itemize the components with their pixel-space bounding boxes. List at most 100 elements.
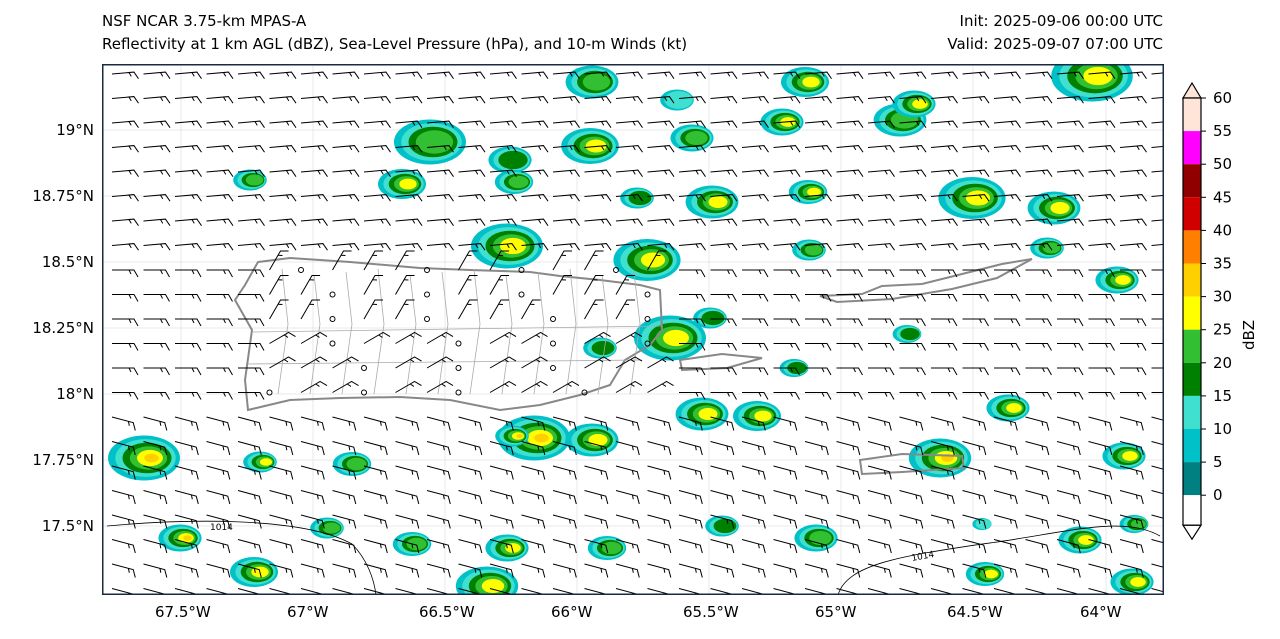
wind-barb: [1120, 367, 1147, 376]
wind-barb: [1119, 416, 1144, 431]
wind-barb: [804, 218, 832, 226]
colorbar-tick-label: 45: [1213, 188, 1232, 206]
wind-barb: [773, 145, 801, 153]
colorbar-tick-label: 40: [1213, 221, 1232, 239]
wind-barb: [489, 441, 514, 456]
wind-barb: [742, 318, 769, 327]
wind-barb: [962, 392, 989, 400]
map-plot: 1014 1014: [102, 64, 1164, 595]
wind-barb: [1056, 120, 1084, 128]
wind-barb: [868, 343, 895, 351]
wind-barb: [805, 367, 832, 376]
wind-barb: [741, 96, 769, 104]
wind-barb: [994, 269, 1021, 278]
wind-barb: [836, 367, 863, 376]
wind-barb: [899, 269, 926, 278]
wind-barb: [1120, 294, 1147, 302]
wind-barb: [773, 71, 801, 79]
wind-barb: [930, 120, 958, 128]
wind-barb: [993, 218, 1021, 226]
wind-barb: [458, 563, 483, 578]
lat-tick-label: 19°N: [56, 121, 94, 139]
wind-barb: [458, 169, 486, 177]
wind-barb: [710, 243, 738, 251]
wind-barb: [710, 318, 737, 327]
wind-barb: [773, 465, 798, 480]
wind-barb: [395, 465, 420, 480]
wind-barb: [521, 563, 546, 578]
wind-barb: [1120, 392, 1147, 400]
reflectivity-cell: [892, 90, 936, 118]
colorbar-tick-label: 15: [1213, 387, 1232, 405]
wind-barb: [206, 367, 233, 376]
wind-barb: [111, 243, 139, 251]
wind-barb: [678, 441, 703, 456]
wind-barb: [395, 490, 420, 505]
wind-barb: [1025, 563, 1050, 578]
wind-barb: [836, 392, 863, 400]
wind-barb: [363, 416, 388, 431]
wind-barb: [332, 465, 357, 480]
wind-barb: [424, 267, 430, 273]
wind-barb: [395, 145, 423, 153]
wind-barb: [550, 365, 556, 371]
wind-barb: [458, 243, 486, 251]
wind-barb: [363, 299, 384, 320]
wind-barb: [615, 243, 643, 251]
wind-barb: [552, 465, 577, 480]
wind-barb: [175, 294, 202, 302]
wind-barb: [930, 145, 958, 153]
wind-barb: [174, 96, 202, 104]
wind-barb: [363, 274, 384, 295]
wind-barb: [584, 416, 609, 431]
reflectivity-cell: [1027, 191, 1081, 225]
wind-barb: [647, 71, 675, 79]
wind-barb: [550, 316, 556, 322]
wind-barb: [521, 490, 546, 505]
wind-barb: [1056, 194, 1084, 202]
colorbar-tick-label: 30: [1213, 288, 1232, 306]
wind-barb: [143, 194, 171, 202]
wind-barb: [332, 514, 357, 529]
wind-barb: [1151, 269, 1164, 271]
wind-barb: [111, 194, 139, 202]
wind-barb: [1056, 441, 1081, 456]
wind-barb: [1025, 294, 1052, 302]
wind-barb: [899, 514, 924, 529]
wind-barb: [742, 269, 769, 278]
wind-barb: [867, 514, 892, 529]
wind-barb: [710, 441, 735, 456]
wind-barb: [1119, 96, 1147, 104]
wind-barb: [615, 145, 643, 153]
wind-barb: [931, 294, 958, 302]
wind-barb: [710, 96, 738, 104]
wind-barb: [552, 539, 577, 554]
wind-barb: [836, 145, 864, 153]
wind-barb: [1088, 318, 1115, 327]
lon-tick-label: 64.5°W: [947, 603, 1003, 621]
wind-barb: [206, 563, 231, 578]
wind-barb: [426, 356, 454, 369]
wind-barb: [1025, 465, 1050, 480]
wind-barb: [993, 169, 1021, 177]
wind-barb: [930, 96, 958, 104]
wind-barb: [931, 269, 958, 278]
wind-barb: [962, 145, 990, 153]
wind-barb: [993, 490, 1018, 505]
wind-barb: [962, 269, 989, 278]
wind-barb: [363, 169, 391, 177]
wind-barb: [363, 490, 388, 505]
wind-barb: [458, 299, 478, 320]
wind-barb: [647, 490, 672, 505]
wind-barb: [112, 392, 139, 400]
wind-barb: [143, 318, 170, 327]
wind-barb: [269, 299, 289, 320]
wind-barb: [363, 514, 388, 529]
wind-barb: [1119, 169, 1147, 177]
wind-barb: [521, 465, 546, 480]
wind-barb: [269, 120, 297, 128]
wind-barb: [332, 380, 359, 393]
wind-barb: [521, 380, 548, 393]
wind-barb: [332, 441, 357, 456]
wind-barb: [426, 96, 454, 104]
